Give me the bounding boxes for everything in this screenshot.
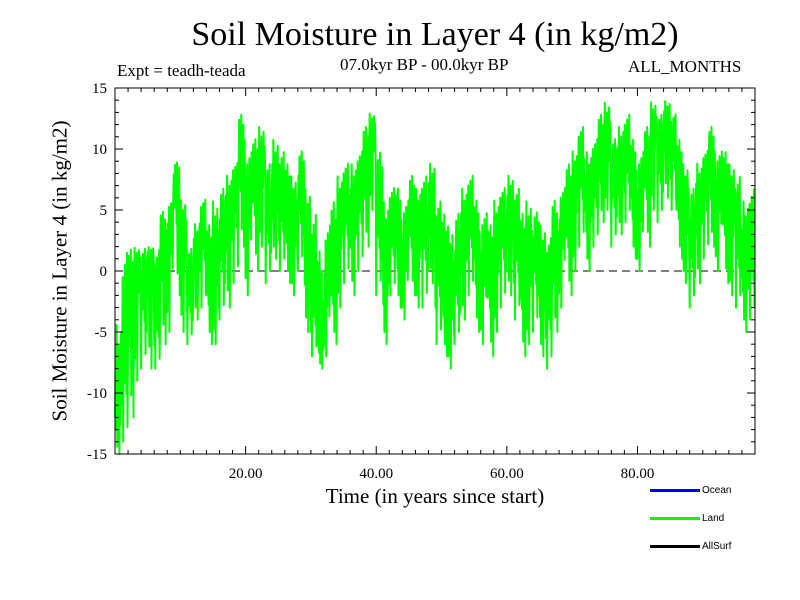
x-tick-label: 40.00 bbox=[359, 466, 393, 482]
y-tick-label: 0 bbox=[100, 264, 108, 280]
x-tick-label: 60.00 bbox=[490, 466, 524, 482]
y-tick-label: -10 bbox=[87, 386, 107, 402]
legend-item-ocean: Ocean bbox=[650, 483, 731, 497]
legend-swatch-allsurf bbox=[650, 544, 700, 548]
chart-title: Soil Moisture in Layer 4 (in kg/m2) bbox=[191, 16, 679, 53]
legend-swatch-land bbox=[650, 516, 700, 520]
legend-label-allsurf: AllSurf bbox=[702, 540, 732, 552]
line-land bbox=[114, 100, 756, 455]
legend-item-allsurf: AllSurf bbox=[650, 539, 731, 553]
legend-label-ocean: Ocean bbox=[702, 484, 732, 496]
y-tick-label: -15 bbox=[87, 447, 107, 463]
y-tick-label: 5 bbox=[100, 203, 108, 219]
x-tick-label: 80.00 bbox=[621, 466, 655, 482]
legend-swatch-ocean bbox=[650, 488, 700, 492]
experiment-label: Expt = teadh-teada bbox=[117, 61, 246, 80]
y-tick-label: -5 bbox=[95, 325, 108, 341]
series-land bbox=[114, 100, 756, 455]
y-tick-label: 10 bbox=[92, 142, 107, 158]
period-label: 07.0kyr BP - 00.0kyr BP bbox=[340, 55, 509, 74]
months-label: ALL_MONTHS bbox=[628, 57, 742, 76]
x-axis-label: Time (in years since start) bbox=[325, 484, 545, 508]
y-tick-label: 15 bbox=[92, 81, 107, 97]
legend-label-land: Land bbox=[702, 512, 725, 524]
legend-item-land: Land bbox=[650, 511, 724, 525]
x-tick-label: 20.00 bbox=[229, 466, 263, 482]
